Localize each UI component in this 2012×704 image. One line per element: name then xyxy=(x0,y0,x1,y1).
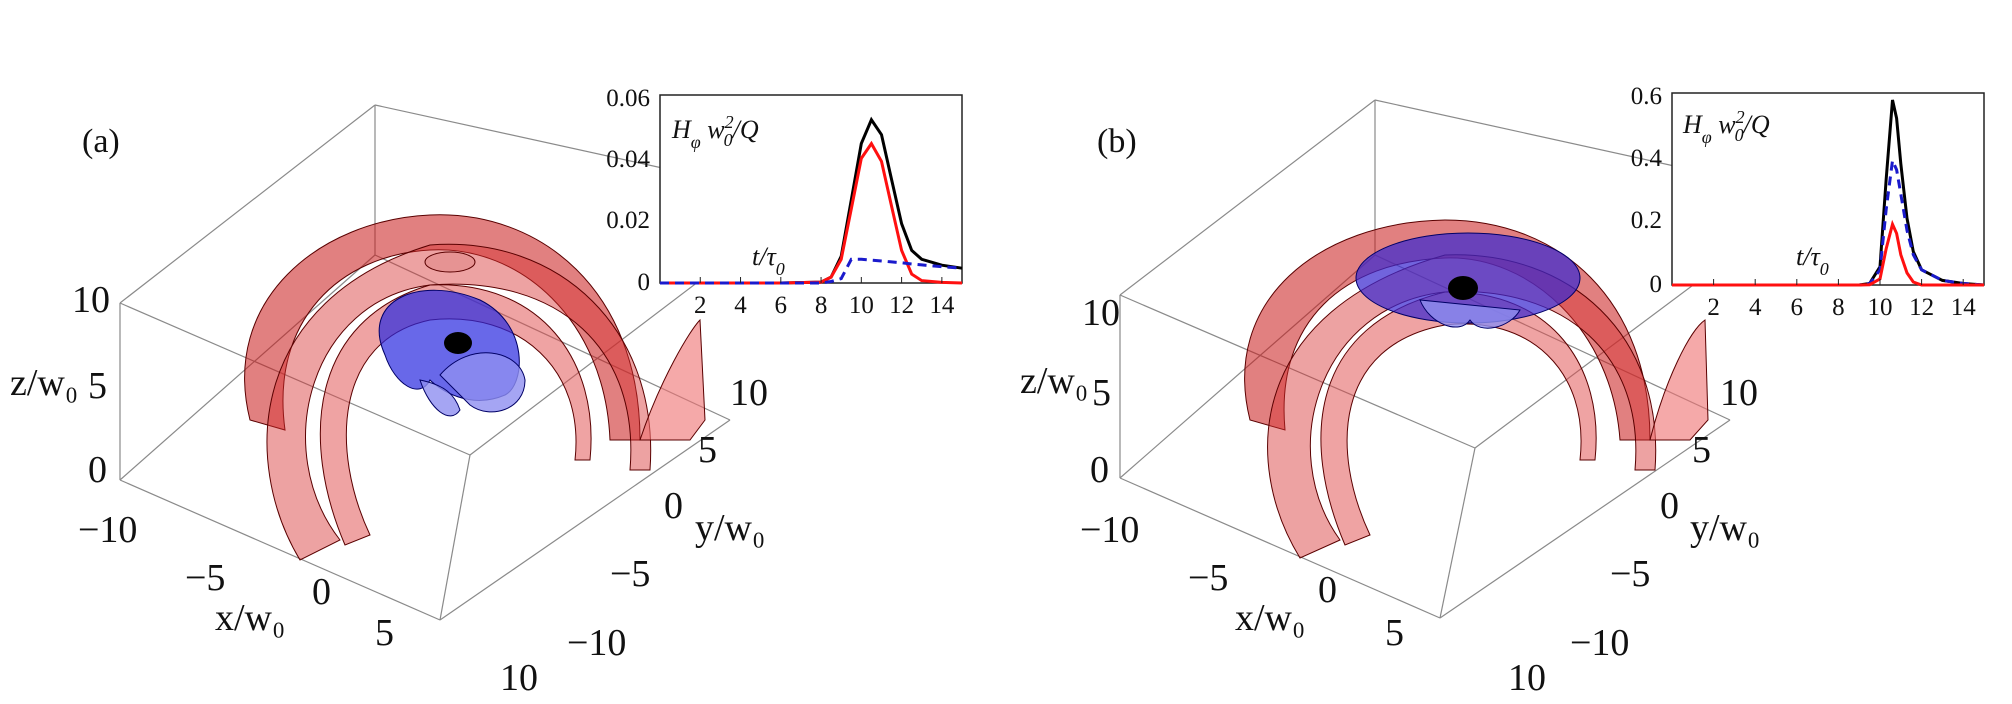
panel-a-y-tick-m5: −5 xyxy=(610,553,650,595)
panel-b-inset-xtick-label: 2 xyxy=(1707,294,1720,321)
panel-a: (a) 10 5 0 −10 −5 0 5 10 10 5 0 −5 −10 z… xyxy=(10,85,963,699)
panel-a-x-axis-label: x/w₀ xyxy=(215,597,285,639)
panel-a-y-tick-5: 5 xyxy=(698,429,717,471)
panel-b-inset-xtick-label: 10 xyxy=(1868,294,1893,321)
panel-a-label: (a) xyxy=(82,123,120,160)
panel-a-inset-xtick-label: 10 xyxy=(849,292,874,319)
panel-b-z-axis-label: z/w₀ xyxy=(1020,360,1088,402)
panel-a-y-tick-m10: −10 xyxy=(567,622,626,664)
panel-a-inset-ytick: 0 xyxy=(638,269,651,296)
panel-a-x-tick-m5: −5 xyxy=(185,557,225,599)
panel-b-y-tick-m10: −10 xyxy=(1570,622,1629,664)
panel-a-inset-yticks: 0.06 0.04 0.02 0 xyxy=(606,85,650,296)
panel-b-3d-box xyxy=(1119,99,1741,619)
panel-a-inset-xtick-label: 4 xyxy=(734,292,747,319)
panel-b-inset-ytick: 0.4 xyxy=(1631,145,1663,172)
panel-b-blue-lobes xyxy=(1355,232,1581,329)
panel-b-inset: 0.6 0.4 0.2 0 2 4 6 8 10 12 14 Hφ w2 0/Q t/τ0 xyxy=(1631,83,1985,321)
panel-b-inset-ytick: 0.6 xyxy=(1631,83,1662,110)
panel-a-y-axis-label: y/w₀ xyxy=(695,507,765,549)
panel-b-x-tick-m10: −10 xyxy=(1080,509,1139,551)
panel-b-inset-xtick-label: 14 xyxy=(1951,294,1977,321)
panel-b-x-tick-0: 0 xyxy=(1318,569,1337,611)
panel-a-inset-xtick-label: 12 xyxy=(889,292,914,319)
panel-b-inset-xticks: 2 4 6 8 10 12 14 xyxy=(1707,279,1976,321)
panel-b-inset-series-2 xyxy=(1672,219,1984,287)
panel-b-x-tick-10: 10 xyxy=(1508,657,1546,699)
panel-b-label: (b) xyxy=(1097,123,1137,160)
panel-b-y-tick-5: 5 xyxy=(1692,429,1711,471)
panel-b: (b) 10 5 0 −10 −5 0 5 10 10 5 0 −5 −10 z… xyxy=(1020,83,1985,699)
panel-b-inset-ylabel: Hφ w2 0/Q xyxy=(1682,107,1770,147)
panel-b-y-tick-10: 10 xyxy=(1720,372,1758,414)
panel-b-x-axis-label: x/w₀ xyxy=(1235,597,1305,639)
panel-a-inset-xtick-label: 14 xyxy=(929,292,955,319)
panel-a-red-shells xyxy=(244,214,706,561)
panel-a-inset: 0.06 0.04 0.02 0 2 4 6 8 10 12 14 Hφ w2 0/Q t/τ… xyxy=(606,85,963,319)
panel-a-3d-ticks: 10 5 0 −10 −5 0 5 10 10 5 0 −5 −10 xyxy=(72,279,768,699)
panel-b-inset-yticks: 0.6 0.4 0.2 0 xyxy=(1631,83,1663,298)
panel-a-x-tick-5: 5 xyxy=(375,612,394,654)
panel-a-inset-xtick-label: 6 xyxy=(775,292,788,319)
panel-b-x-tick-m5: −5 xyxy=(1188,557,1228,599)
panel-a-inset-ytick: 0.04 xyxy=(606,146,650,173)
panel-b-z-tick-0: 0 xyxy=(1090,449,1109,491)
panel-b-inset-ytick: 0 xyxy=(1650,271,1663,298)
panel-b-inset-xtick-label: 8 xyxy=(1832,294,1845,321)
panel-a-inset-ytick: 0.06 xyxy=(606,85,650,112)
panel-a-inset-ylabel: Hφ w2 0/Q xyxy=(671,112,759,152)
panel-b-inset-frame xyxy=(1671,92,1985,286)
panel-a-inset-ytick: 0.02 xyxy=(606,207,650,234)
panel-a-inset-xtick-label: 2 xyxy=(694,292,707,319)
panel-b-y-axis-label: y/w₀ xyxy=(1690,507,1760,549)
panel-a-x-tick-10: 10 xyxy=(500,657,538,699)
panel-b-inset-ytick: 0.2 xyxy=(1631,207,1662,234)
panel-a-inset-xlabel: t/τ0 xyxy=(752,242,785,279)
panel-b-y-tick-0: 0 xyxy=(1660,485,1679,527)
panel-a-y-tick-10: 10 xyxy=(730,372,768,414)
panel-a-inset-xticks: 2 4 6 8 10 12 14 xyxy=(694,277,955,319)
panel-b-x-tick-5: 5 xyxy=(1385,612,1404,654)
panel-a-blue-lobes xyxy=(378,289,526,417)
panel-a-z-tick-5: 5 xyxy=(88,365,107,407)
panel-b-inset-xlabel: t/τ0 xyxy=(1796,242,1829,279)
panel-a-y-tick-0: 0 xyxy=(664,485,683,527)
panel-b-3d-ticks: 10 5 0 −10 −5 0 5 10 10 5 0 −5 −10 xyxy=(1080,292,1758,699)
panel-a-inset-xtick-label: 8 xyxy=(815,292,828,319)
panel-a-x-tick-0: 0 xyxy=(312,571,331,613)
panel-a-inset-series-2 xyxy=(660,257,963,285)
panel-b-inset-xtick-label: 4 xyxy=(1749,294,1762,321)
panel-b-y-tick-m5: −5 xyxy=(1610,553,1650,595)
panel-a-z-axis-label: z/w₀ xyxy=(10,362,78,404)
panel-a-z-tick-10: 10 xyxy=(72,279,110,321)
panel-b-inset-series-1 xyxy=(1672,155,1985,287)
panel-b-z-tick-10: 10 xyxy=(1082,292,1120,334)
panel-a-x-tick-m10: −10 xyxy=(78,509,137,551)
panel-b-z-tick-5: 5 xyxy=(1092,372,1111,414)
panel-a-z-tick-0: 0 xyxy=(88,449,107,491)
panel-b-inset-xtick-label: 12 xyxy=(1909,294,1934,321)
panel-a-3d-box xyxy=(119,104,741,621)
panel-b-inset-xtick-label: 6 xyxy=(1791,294,1804,321)
